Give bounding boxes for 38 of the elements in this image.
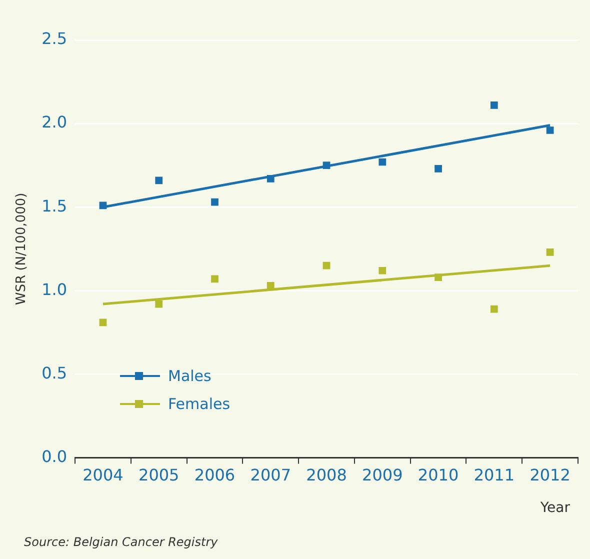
point [490, 305, 498, 313]
legend-label: Males [168, 367, 212, 385]
x-tick-label: 2006 [194, 466, 236, 485]
point [211, 198, 218, 206]
y-tick-label: 2.0 [42, 112, 68, 132]
y-tick-label: 2.5 [42, 29, 68, 48]
point [266, 175, 274, 182]
point [322, 162, 330, 170]
point [434, 165, 442, 172]
y-tick-label: 1.0 [42, 280, 68, 299]
point [99, 202, 107, 210]
point [546, 126, 554, 134]
y-axis-title: WSR (N/100,000) [14, 192, 30, 306]
x-tick-label: 2011 [474, 466, 515, 485]
y-tick-label: 1.5 [42, 196, 68, 216]
x-tick-label: 2007 [250, 466, 291, 485]
x-tick-label: 2005 [138, 466, 180, 485]
point [155, 300, 163, 308]
point [322, 262, 330, 270]
point [490, 101, 498, 109]
point [434, 274, 442, 281]
x-tick-label: 2008 [306, 466, 347, 485]
point [378, 266, 386, 274]
point [211, 275, 218, 283]
point [378, 158, 386, 166]
legend-label: Females [168, 395, 230, 413]
point [99, 318, 107, 326]
x-tick-label: 2010 [418, 466, 459, 485]
x-tick-label: 2009 [362, 466, 403, 485]
point [266, 282, 274, 290]
x-tick-label: 2012 [530, 466, 570, 485]
y-tick-label: 0.5 [42, 363, 68, 382]
x-axis-title: Year [540, 500, 570, 516]
point [155, 176, 163, 184]
source-note: Source: Belgian Cancer Registry [24, 535, 218, 549]
x-tick-label: 2004 [82, 466, 124, 485]
y-tick-label: 0.0 [42, 446, 68, 466]
point [546, 248, 554, 256]
